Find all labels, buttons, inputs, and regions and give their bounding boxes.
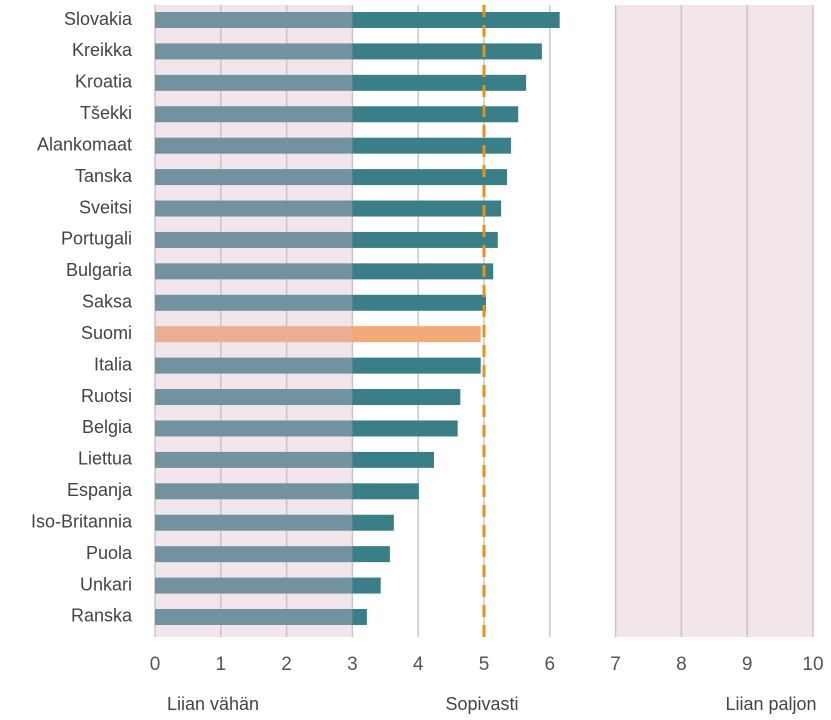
shaded-range [615,5,813,637]
category-label: Unkari [80,574,132,594]
x-tick-label: 6 [545,654,556,675]
category-label: Belgia [82,417,133,437]
bar [155,483,419,500]
category-label: Ranska [71,606,133,626]
bar [155,608,367,625]
category-label: Ruotsi [81,386,132,406]
shaded-range [155,5,353,637]
category-label: Tšekki [80,103,132,123]
category-label: Iso-Britannia [31,511,133,531]
annotation: Liian paljon [725,694,816,714]
bar [155,169,508,186]
x-tick-label: 3 [347,654,358,675]
bar [155,231,498,248]
category-label: Suomi [81,323,132,343]
x-tick-label: 0 [150,654,161,675]
x-tick-label: 10 [802,654,823,675]
bar [155,546,390,563]
category-label: Kroatia [75,72,133,92]
bar [155,389,461,406]
x-tick-label: 7 [610,654,621,675]
bar [155,137,511,154]
x-tick-label: 5 [479,654,490,675]
category-label: Slovakia [64,9,133,29]
bar [155,420,458,437]
category-label: Liettua [78,449,133,469]
category-label: Tanska [75,166,133,186]
bar [155,514,394,531]
x-tick-label: 2 [281,654,292,675]
x-tick-label: 4 [413,654,424,675]
bar [155,12,560,28]
category-label: Espanja [67,480,133,500]
category-label: Bulgaria [66,260,133,280]
x-tick-label: 9 [742,654,753,675]
category-label: Portugali [61,229,132,249]
bar [155,74,527,91]
bar [155,577,381,594]
category-label: Sveitsi [79,197,132,217]
x-tick-label: 8 [676,654,687,675]
bar [155,200,502,217]
bar [155,326,481,343]
bar [155,294,486,311]
bar [155,263,494,280]
x-tick-label: 1 [216,654,227,675]
bar [155,106,519,123]
category-label: Italia [94,354,133,374]
bar [155,43,542,60]
category-label: Kreikka [72,40,133,60]
annotation: Sopivasti [445,694,518,714]
bar [155,357,481,374]
category-label: Saksa [82,292,133,312]
category-label: Alankomaat [37,134,132,154]
bar [155,451,434,468]
annotation: Liian vähän [167,694,259,714]
category-label: Puola [86,543,133,563]
